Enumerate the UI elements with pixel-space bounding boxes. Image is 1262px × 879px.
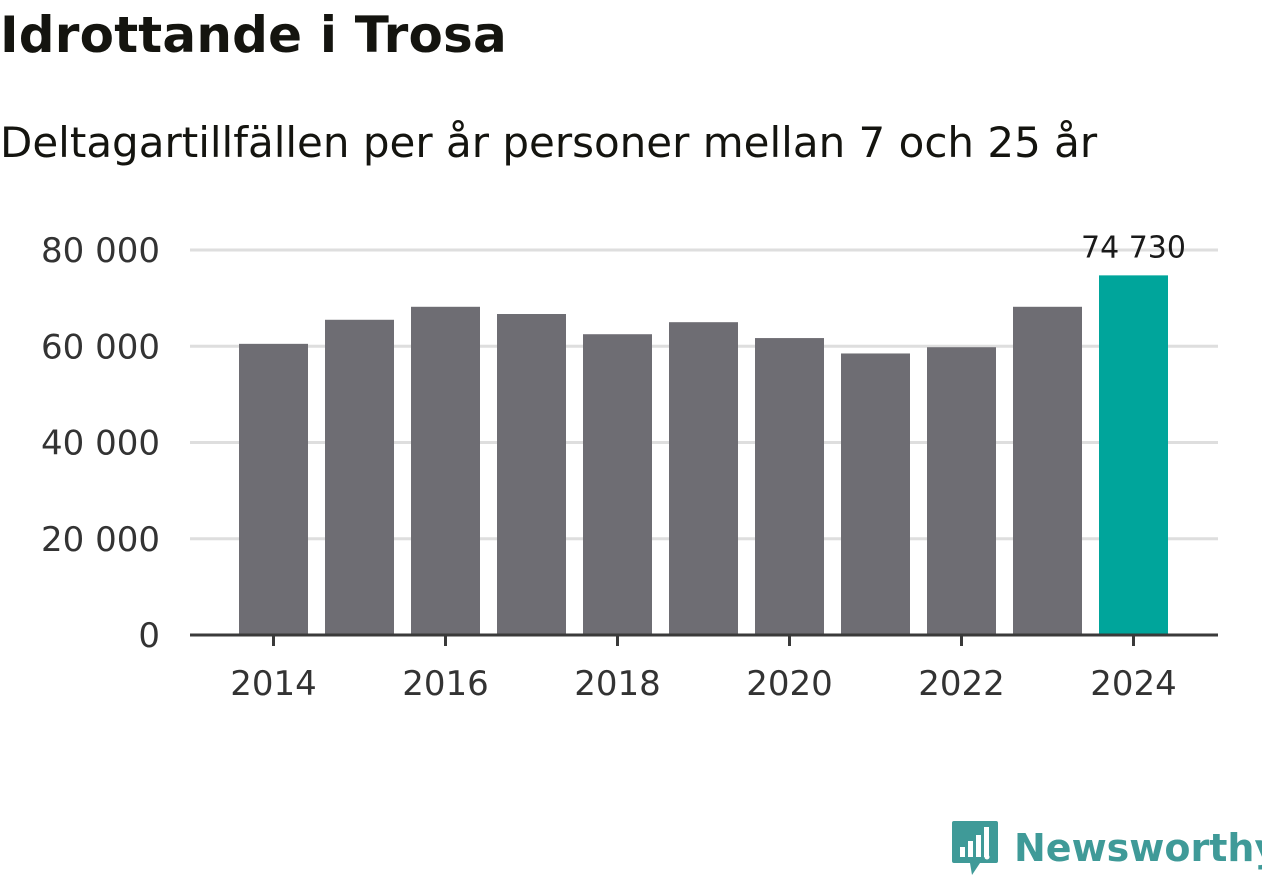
bar-2022	[927, 347, 996, 635]
axes	[190, 633, 1218, 646]
data-label-highlight: 74 730	[1081, 230, 1186, 265]
bar-2021	[841, 353, 910, 635]
x-tick-label: 2020	[746, 664, 833, 704]
bar-2018	[583, 334, 652, 635]
x-tick-label: 2024	[1090, 664, 1177, 704]
bar-2023	[1013, 306, 1082, 635]
x-tick-label: 2022	[918, 664, 1005, 704]
y-tick-label: 20 000	[41, 520, 160, 560]
bar-2014	[239, 343, 308, 635]
y-tick-label: 0	[138, 616, 160, 656]
bar-2020	[755, 338, 824, 635]
brand-name: Newsworthy	[1014, 826, 1262, 870]
y-tick-label: 80 000	[41, 231, 160, 271]
bar-highlight-2024	[1099, 275, 1168, 635]
bars	[239, 275, 1168, 635]
x-tick-label: 2014	[230, 664, 317, 704]
bar-2016	[411, 306, 480, 635]
bar-2019	[669, 322, 738, 635]
bar-2017	[497, 314, 566, 635]
chart-title: Idrottande i Trosa	[0, 6, 507, 64]
x-tick-label: 2018	[574, 664, 661, 704]
labels: 0 20 000 40 000 60 000 80 000 2014 2016 2018 202…	[41, 230, 1186, 704]
y-tick-label: 60 000	[41, 327, 160, 367]
chart-subtitle: Deltagartillfällen per år personer mella…	[0, 118, 1098, 167]
y-tick-label: 40 000	[41, 424, 160, 464]
x-tick-label: 2016	[402, 664, 489, 704]
brand-logo: Newsworthy	[950, 818, 1262, 878]
bar-chart-speech-bubble-icon	[952, 821, 998, 875]
bar-2015	[325, 319, 394, 635]
